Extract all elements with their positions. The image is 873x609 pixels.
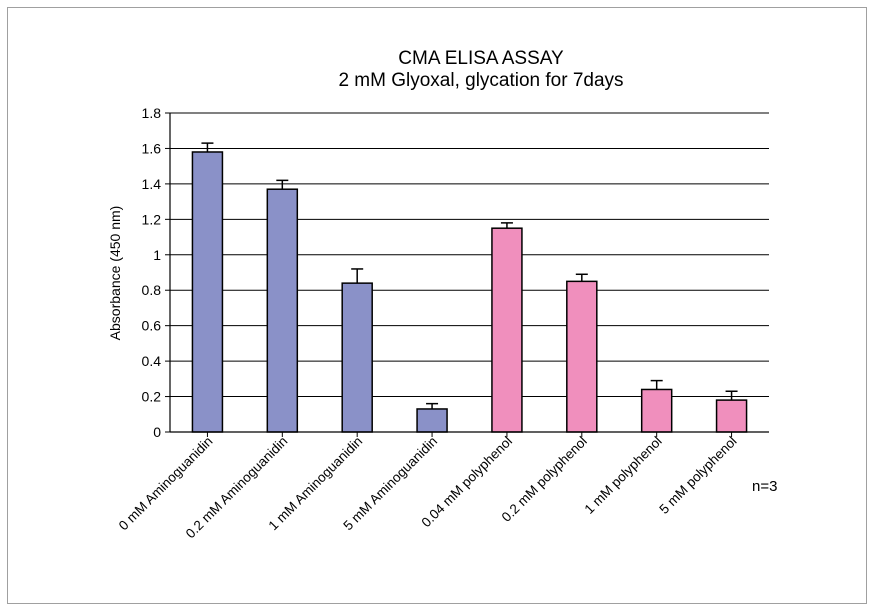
bar xyxy=(266,188,299,433)
chart-title: CMA ELISA ASSAY xyxy=(398,48,564,69)
gridlines xyxy=(165,112,769,433)
y-tick-label: 0.8 xyxy=(142,282,162,298)
bar xyxy=(491,227,523,433)
bar xyxy=(191,151,224,433)
category-label: 5 mM polyphenol xyxy=(656,434,739,517)
chart-frame xyxy=(7,7,867,604)
y-tick-label: 0.2 xyxy=(142,389,162,405)
y-tick-label: 1.8 xyxy=(142,105,162,121)
bar xyxy=(640,388,673,433)
y-tick-label: 1.6 xyxy=(142,140,162,156)
bar xyxy=(341,282,373,433)
y-tick-label: 1 xyxy=(153,247,161,263)
y-tick-label: 0 xyxy=(153,424,161,440)
y-axis-label: Absorbance (450 nm) xyxy=(107,206,123,341)
y-tick-labels: 0 0.2 0.4 0.6 0.8 1 1.2 1.4 1.6 1.8 xyxy=(142,105,162,440)
y-tick-label: 0.4 xyxy=(142,353,162,369)
bars xyxy=(191,151,748,433)
y-tick-label: 1.2 xyxy=(142,211,162,227)
y-tick-label: 1.4 xyxy=(142,176,162,192)
sample-size-note: n=3 xyxy=(752,478,777,495)
bar xyxy=(715,399,748,433)
bar xyxy=(416,408,448,433)
y-tick-label: 0.6 xyxy=(142,318,162,334)
error-bars xyxy=(201,142,738,409)
category-label: 1 mM polyphenol xyxy=(582,434,665,517)
category-label: 0.2 mM polyphenol xyxy=(499,434,590,525)
axes xyxy=(169,113,769,437)
chart-subtitle: 2 mM Glyoxal, glycation for 7days xyxy=(338,70,623,91)
bar xyxy=(566,280,598,433)
